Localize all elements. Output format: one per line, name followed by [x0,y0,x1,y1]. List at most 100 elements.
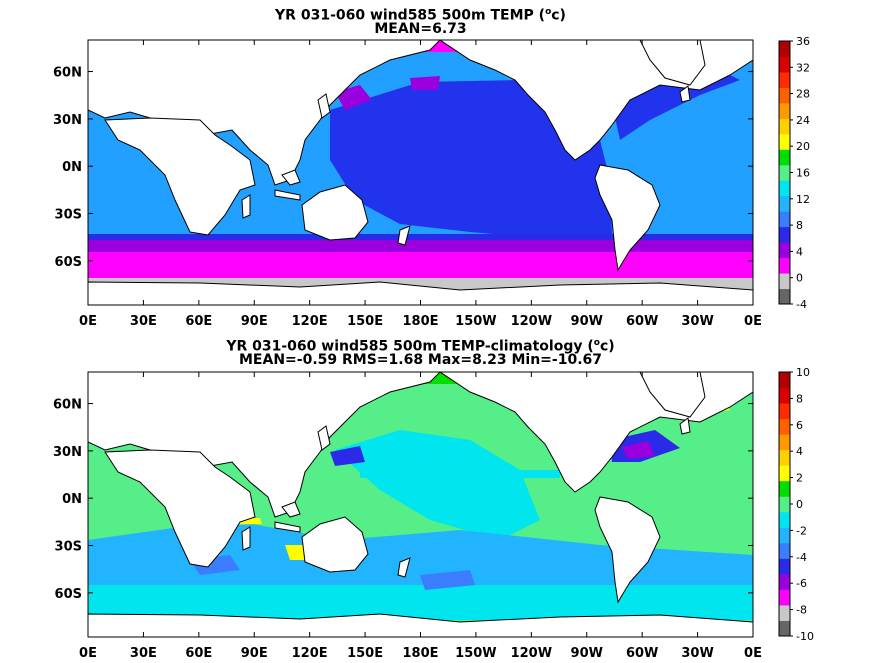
colorbar-tick-label: 0 [796,498,803,511]
top-map-stats: MEAN=6.73 [374,21,467,37]
colorbar-segment [779,403,790,420]
lat-tick-label: 60N [53,66,82,81]
bottom-map-stats: MEAN=-0.59 RMS=1.68 Max=8.23 Min=-10.67 [238,352,603,368]
colorbar-tick-label: 16 [796,167,810,180]
colorbar-tick-label: 32 [796,61,810,74]
colorbar-segment [779,273,790,290]
lat-tick-label: 30N [53,445,82,460]
colorbar-tick-label: 28 [796,88,810,101]
colorbar-segment [779,180,790,197]
southern-blue-band [88,234,753,244]
colorbar-segment [779,418,790,435]
colorbar-segment [779,372,790,389]
lon-tick-label: 90E [241,314,268,329]
lat-tick-label: 30S [55,208,82,223]
landmass [679,417,691,435]
lat-tick-label: 0N [62,160,82,175]
colorbar-segment [779,449,790,466]
colorbar-tick-label: -8 [796,604,807,617]
southern-blue-eddy [420,570,475,590]
colorbar-segment [779,465,790,482]
colorbar-segment [779,387,790,404]
colorbar-segment [779,288,790,305]
landmass [397,557,411,578]
landmass [397,225,411,246]
title-text: c) [551,7,566,24]
lon-tick-label: 60W [626,646,658,661]
southern-magenta-band [88,252,753,282]
lon-tick-label: 0E [744,314,762,329]
landmass [274,189,301,201]
colorbar-tick-label: 4 [796,245,803,258]
colorbar-segment [779,434,790,451]
landmass [241,194,251,219]
colorbar-tick-label: 8 [796,392,803,405]
lon-tick-label: 60E [185,314,212,329]
colorbar-segment [779,242,790,259]
landmass [88,372,441,518]
lon-tick-label: 120E [292,314,328,329]
colorbar-segment [779,87,790,104]
colorbar-tick-label: 20 [796,140,810,153]
colorbar-segment [779,558,790,575]
lat-tick-label: 30N [53,113,82,128]
lon-tick-label: 90E [241,646,268,661]
colorbar-segment [779,56,790,73]
subtropical-n-cyan [360,470,560,478]
lon-tick-label: 150E [347,646,383,661]
title-text: YR 031-060 wind585 500m TEMP-climatology… [226,338,594,355]
landmass [88,281,753,305]
colorbar-segment [779,195,790,212]
lon-tick-label: 150W [455,314,496,329]
top-colorbar: 36 32 28 24 20 16 12 8 4 0 -4 [778,35,810,311]
lon-tick-label: 0E [744,646,762,661]
colorbar-segment [779,620,790,637]
colorbar-segment [779,71,790,88]
landmass [301,184,369,241]
colorbar-segment [779,226,790,243]
colorbar-tick-label: -2 [796,524,807,537]
colorbar-tick-label: 6 [796,419,803,432]
southern-lightblue-region [88,520,753,600]
colorbar-segment [779,149,790,166]
colorbar-segment [779,589,790,606]
lon-tick-label: 30W [681,314,713,329]
lon-tick-label: 0E [79,646,97,661]
lat-tick-label: 60S [55,255,82,270]
colorbar-segment [779,133,790,150]
lon-tick-label: 120W [511,314,552,329]
colorbar-segment [779,257,790,274]
lon-tick-label: 30E [130,646,157,661]
lon-tick-label: 0E [79,314,97,329]
lat-tick-label: 30S [55,540,82,555]
bottom-map-axes: 0E 30E 60E 90E 120E 150E 180E 150W 120W 90W 60W 30W… [53,372,762,661]
lon-tick-label: 180E [402,646,438,661]
colorbar-tick-label: 2 [796,472,803,485]
gulfstream-purple [622,441,655,459]
colorbar-segment [779,511,790,528]
landmass [317,425,331,451]
landmass [639,372,706,418]
colorbar-tick-label: 4 [796,445,803,458]
colorbar-tick-label: 0 [796,272,803,285]
southern-cyan-region [88,585,753,625]
kuroshio-blue [330,446,365,466]
lon-tick-label: 120W [511,646,552,661]
colorbar-segment [779,527,790,544]
title-unit: o [593,338,600,348]
colorbar-tick-label: 12 [796,193,810,206]
lon-tick-label: 180E [402,314,438,329]
colorbar-segment [779,164,790,181]
landmass [594,496,661,604]
landmass [281,169,301,186]
colorbar-tick-label: -6 [796,577,807,590]
colorbar-segment [779,496,790,513]
top-land-layer [88,40,753,305]
landmass [281,501,301,518]
landmass [88,613,753,637]
colorbar-segment [779,480,790,497]
landmass [317,93,331,119]
colorbar-tick-label: -10 [796,630,814,643]
colorbar-tick-label: 10 [796,366,810,379]
colorbar-tick-label: -4 [796,298,807,311]
